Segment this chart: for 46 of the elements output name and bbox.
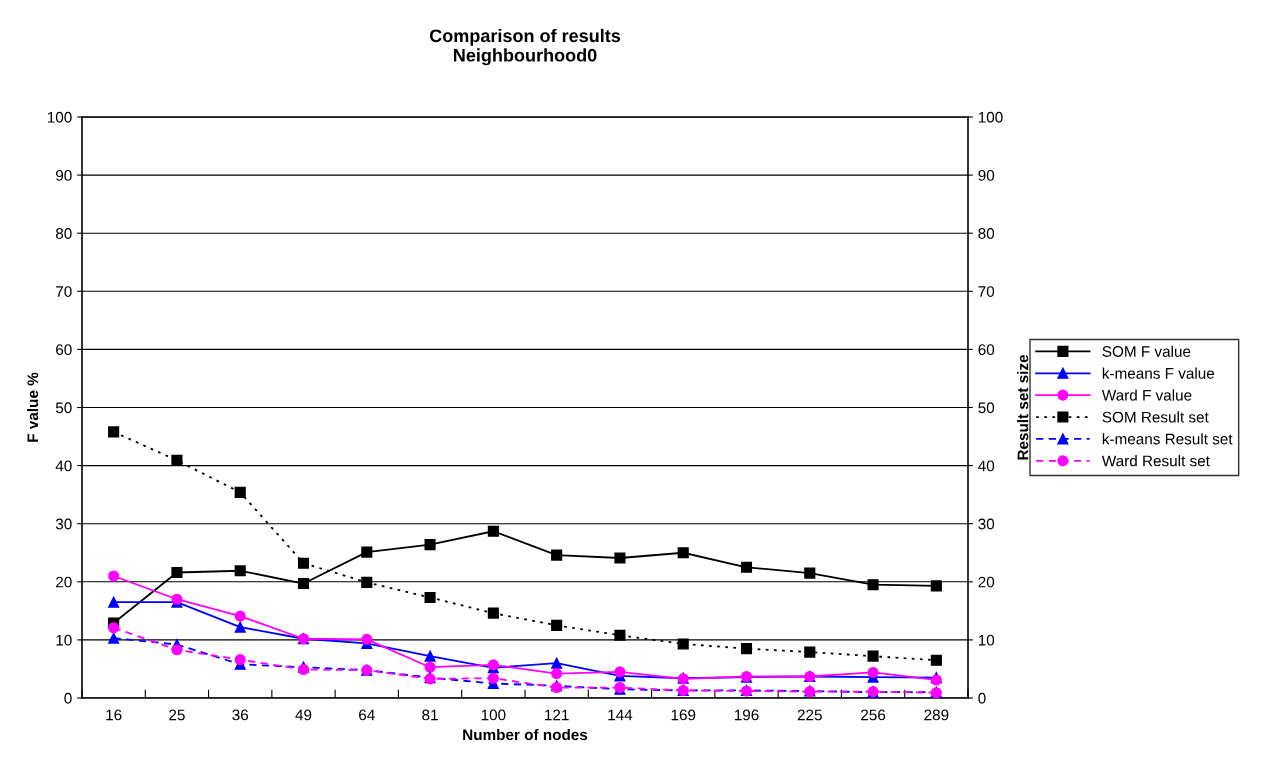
- y-axis-title: F value %: [26, 372, 39, 442]
- y2-tick-label: 90: [978, 169, 995, 181]
- x-tick-label: 121: [545, 709, 569, 721]
- y2-tick-label: 80: [978, 228, 995, 239]
- y-tick-label: 100: [47, 111, 72, 123]
- legend-label: Ward Result set: [1101, 455, 1210, 467]
- legend-label: SOM F value: [1102, 345, 1191, 357]
- y-tick-label: 70: [56, 286, 72, 297]
- y2-tick-label: 30: [978, 518, 995, 530]
- legend-label: k-means Result set: [1102, 433, 1233, 445]
- x-tick-label: 81: [422, 709, 438, 721]
- x-axis-title: Number of nodes: [463, 728, 588, 741]
- y-tick-label: 60: [56, 344, 72, 356]
- y-tick-label: 0: [64, 692, 72, 704]
- x-tick-label: 289: [924, 709, 949, 721]
- legend-label: k-means F value: [1102, 367, 1215, 379]
- x-tick-label: 196: [734, 709, 759, 721]
- x-tick-label: 36: [232, 709, 249, 721]
- x-tick-label: 100: [481, 709, 506, 721]
- x-tick-label: 64: [359, 709, 375, 721]
- y2-tick-label: 0: [978, 692, 986, 704]
- y-tick-label: 30: [55, 518, 72, 530]
- legend-label: Ward F value: [1101, 389, 1192, 401]
- legend-label: SOM Result set: [1102, 411, 1209, 423]
- y2-tick-label: 100: [978, 111, 1003, 123]
- chart-title: Comparison of results Neighbourhood0: [429, 28, 621, 66]
- y2-tick-label: 60: [978, 344, 995, 356]
- y-tick-label: 20: [56, 576, 72, 588]
- y2-axis-title: Result set size: [1017, 354, 1029, 460]
- x-tick-label: 16: [106, 709, 122, 721]
- x-tick-label: 256: [861, 709, 886, 721]
- y-tick-label: 50: [55, 402, 72, 414]
- x-tick-label: 49: [295, 709, 312, 721]
- y-tick-label: 40: [55, 460, 72, 472]
- y2-tick-label: 10: [978, 634, 995, 646]
- x-tick-label: 25: [169, 709, 185, 721]
- y2-tick-label: 20: [978, 576, 995, 588]
- y-tick-label: 90: [56, 169, 72, 181]
- x-tick-label: 225: [797, 709, 822, 721]
- y2-tick-label: 70: [978, 286, 995, 297]
- x-tick-label: 169: [671, 709, 696, 721]
- y2-tick-label: 50: [978, 402, 995, 414]
- y-tick-label: 80: [55, 228, 72, 239]
- y2-tick-label: 40: [978, 460, 995, 472]
- x-tick-label: 144: [608, 709, 633, 721]
- y-tick-label: 10: [56, 634, 72, 646]
